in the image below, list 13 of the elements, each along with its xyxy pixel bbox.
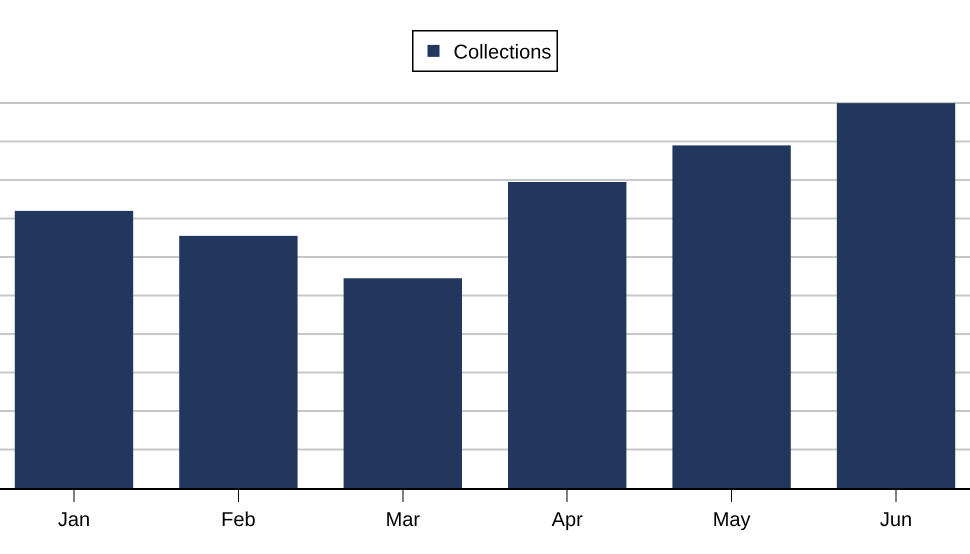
x-tick-label: May (712, 509, 751, 531)
bar (836, 103, 956, 488)
x-tick-label: Apr (552, 509, 584, 531)
bar (672, 145, 791, 488)
x-tick-label: Feb (221, 509, 256, 531)
bar (344, 278, 462, 488)
x-tick-label: Jun (880, 509, 912, 531)
bar (508, 182, 626, 488)
x-tick-label: Mar (386, 509, 420, 531)
legend-label: Collections (454, 42, 552, 64)
x-tick-label: Jan (58, 509, 90, 531)
bar (179, 236, 298, 488)
bar (14, 210, 134, 488)
